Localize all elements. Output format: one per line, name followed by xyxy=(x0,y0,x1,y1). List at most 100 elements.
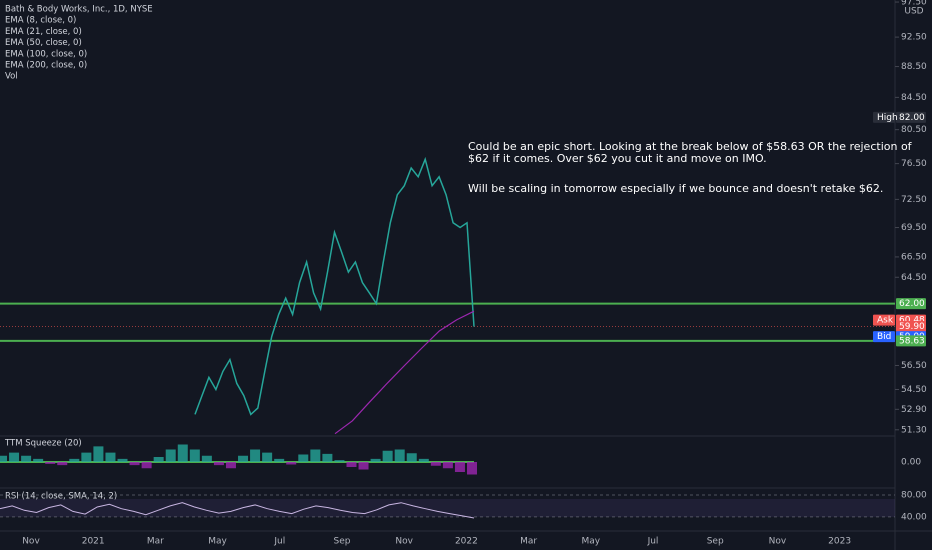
squeeze-bar xyxy=(358,462,369,470)
badge-value: 59.90 xyxy=(899,322,925,332)
price-badge xyxy=(896,335,926,347)
time-tick-label: Sep xyxy=(707,537,724,547)
squeeze-bar xyxy=(81,452,92,462)
squeeze-bar xyxy=(430,462,441,466)
price-tick-label: 54.50 xyxy=(901,385,927,395)
time-tick-label: 2021 xyxy=(82,537,105,547)
squeeze-bar xyxy=(201,455,212,462)
squeeze-bar xyxy=(165,449,176,462)
squeeze-bar xyxy=(454,462,465,472)
squeeze-bar xyxy=(394,449,405,462)
indicator-label: EMA (50, close, 0) xyxy=(5,38,82,48)
squeeze-bar xyxy=(225,462,236,469)
time-tick-label: 2022 xyxy=(455,537,478,547)
squeeze-bar xyxy=(117,458,128,462)
indicator-label: EMA (21, close, 0) xyxy=(5,27,82,37)
symbol-title: Bath & Body Works, Inc., 1D, NYSE xyxy=(5,5,153,15)
squeeze-bar xyxy=(467,462,477,475)
squeeze-bar xyxy=(69,458,80,462)
price-tick-label: 66.50 xyxy=(901,252,927,262)
badge-tag-text: Bid xyxy=(877,332,891,342)
squeeze-bar xyxy=(334,460,345,462)
badge-tag xyxy=(873,111,895,123)
squeeze-bar xyxy=(310,449,321,462)
indicator-label: EMA (100, close, 0) xyxy=(5,49,87,59)
volume-label: Vol xyxy=(5,72,18,82)
rsi-line xyxy=(0,502,475,519)
squeeze-bar xyxy=(298,454,309,462)
time-tick-label: May xyxy=(208,537,227,547)
time-tick-label: Sep xyxy=(334,537,351,547)
annotation-line: $62 if it comes. Over $62 you cut it and… xyxy=(468,152,767,165)
rsi-title: RSI (14, close, SMA, 14, 2) xyxy=(5,492,117,502)
squeeze-bar xyxy=(21,455,32,462)
indicator-label: EMA (200, close, 0) xyxy=(5,61,87,71)
time-tick-label: May xyxy=(581,537,600,547)
squeeze-bar xyxy=(105,452,116,462)
squeeze-bar xyxy=(322,453,333,462)
price-tick-label: 51.30 xyxy=(901,425,927,435)
price-line xyxy=(194,156,475,416)
squeeze-bar xyxy=(418,458,429,462)
badge-tag-text: Ask xyxy=(877,316,894,326)
time-tick-label: Jul xyxy=(273,537,285,547)
price-tick-label: 56.50 xyxy=(901,361,927,371)
squeeze-bar xyxy=(286,462,297,465)
ema200-line xyxy=(334,310,475,435)
squeeze-bar xyxy=(0,455,7,462)
time-tick-label: 2023 xyxy=(828,537,851,547)
squeeze-bar xyxy=(213,462,224,466)
price-tick-label: 88.50 xyxy=(901,62,927,72)
squeeze-bar xyxy=(129,462,140,466)
time-tick-label: Mar xyxy=(147,537,164,547)
squeeze-title: TTM Squeeze (20) xyxy=(4,439,82,449)
badge-value: 62.00 xyxy=(899,299,925,309)
price-tick-label: 76.50 xyxy=(901,159,927,169)
price-tick-label: 52.90 xyxy=(901,405,927,415)
squeeze-bar xyxy=(346,462,357,467)
rsi-tick-label: 40.00 xyxy=(901,512,927,522)
squeeze-bar xyxy=(141,462,152,469)
squeeze-bar xyxy=(442,462,453,469)
squeeze-bar xyxy=(9,452,20,462)
badge-tag-text: High xyxy=(877,113,898,123)
price-tick-label: 92.50 xyxy=(901,33,927,43)
rsi-tick-label: 80.00 xyxy=(901,491,927,501)
squeeze-bar xyxy=(57,462,68,466)
rsi-band xyxy=(0,499,895,517)
price-tick-label: 64.50 xyxy=(901,273,927,283)
badge-tag xyxy=(873,314,895,326)
time-tick-label: Nov xyxy=(395,537,413,547)
squeeze-bar xyxy=(370,458,381,462)
squeeze-bar xyxy=(45,462,56,464)
price-badge xyxy=(896,111,926,123)
badge-value: 58.63 xyxy=(899,336,925,346)
price-tick-label: 97.50 xyxy=(901,0,927,8)
squeeze-bar xyxy=(274,458,285,462)
squeeze-bar xyxy=(189,449,200,462)
squeeze-bar xyxy=(33,458,44,462)
squeeze-bar xyxy=(93,446,104,462)
price-badge xyxy=(896,321,926,333)
time-tick-label: Jul xyxy=(647,537,659,547)
time-tick-label: Nov xyxy=(769,537,787,547)
currency: USD xyxy=(904,7,923,17)
squeeze-bar xyxy=(382,450,393,462)
indicator-label: EMA (8, close, 0) xyxy=(5,16,76,26)
price-tick-label: 80.50 xyxy=(901,125,927,135)
badge-value: 82.00 xyxy=(899,113,925,123)
badge-value: 60.48 xyxy=(899,316,925,326)
squeeze-bar xyxy=(250,449,261,462)
price-tick-label: 69.50 xyxy=(901,223,927,233)
annotation-line: Could be an epic short. Looking at the b… xyxy=(468,140,913,153)
squeeze-bar xyxy=(262,452,273,462)
time-tick-label: Nov xyxy=(22,537,40,547)
squeeze-tick-label: 0.00 xyxy=(901,458,921,468)
price-tick-label: 84.50 xyxy=(901,93,927,103)
badge-tag xyxy=(873,331,895,343)
annotation-line: Will be scaling in tomorrow especially i… xyxy=(468,182,883,195)
squeeze-bar xyxy=(238,455,249,462)
